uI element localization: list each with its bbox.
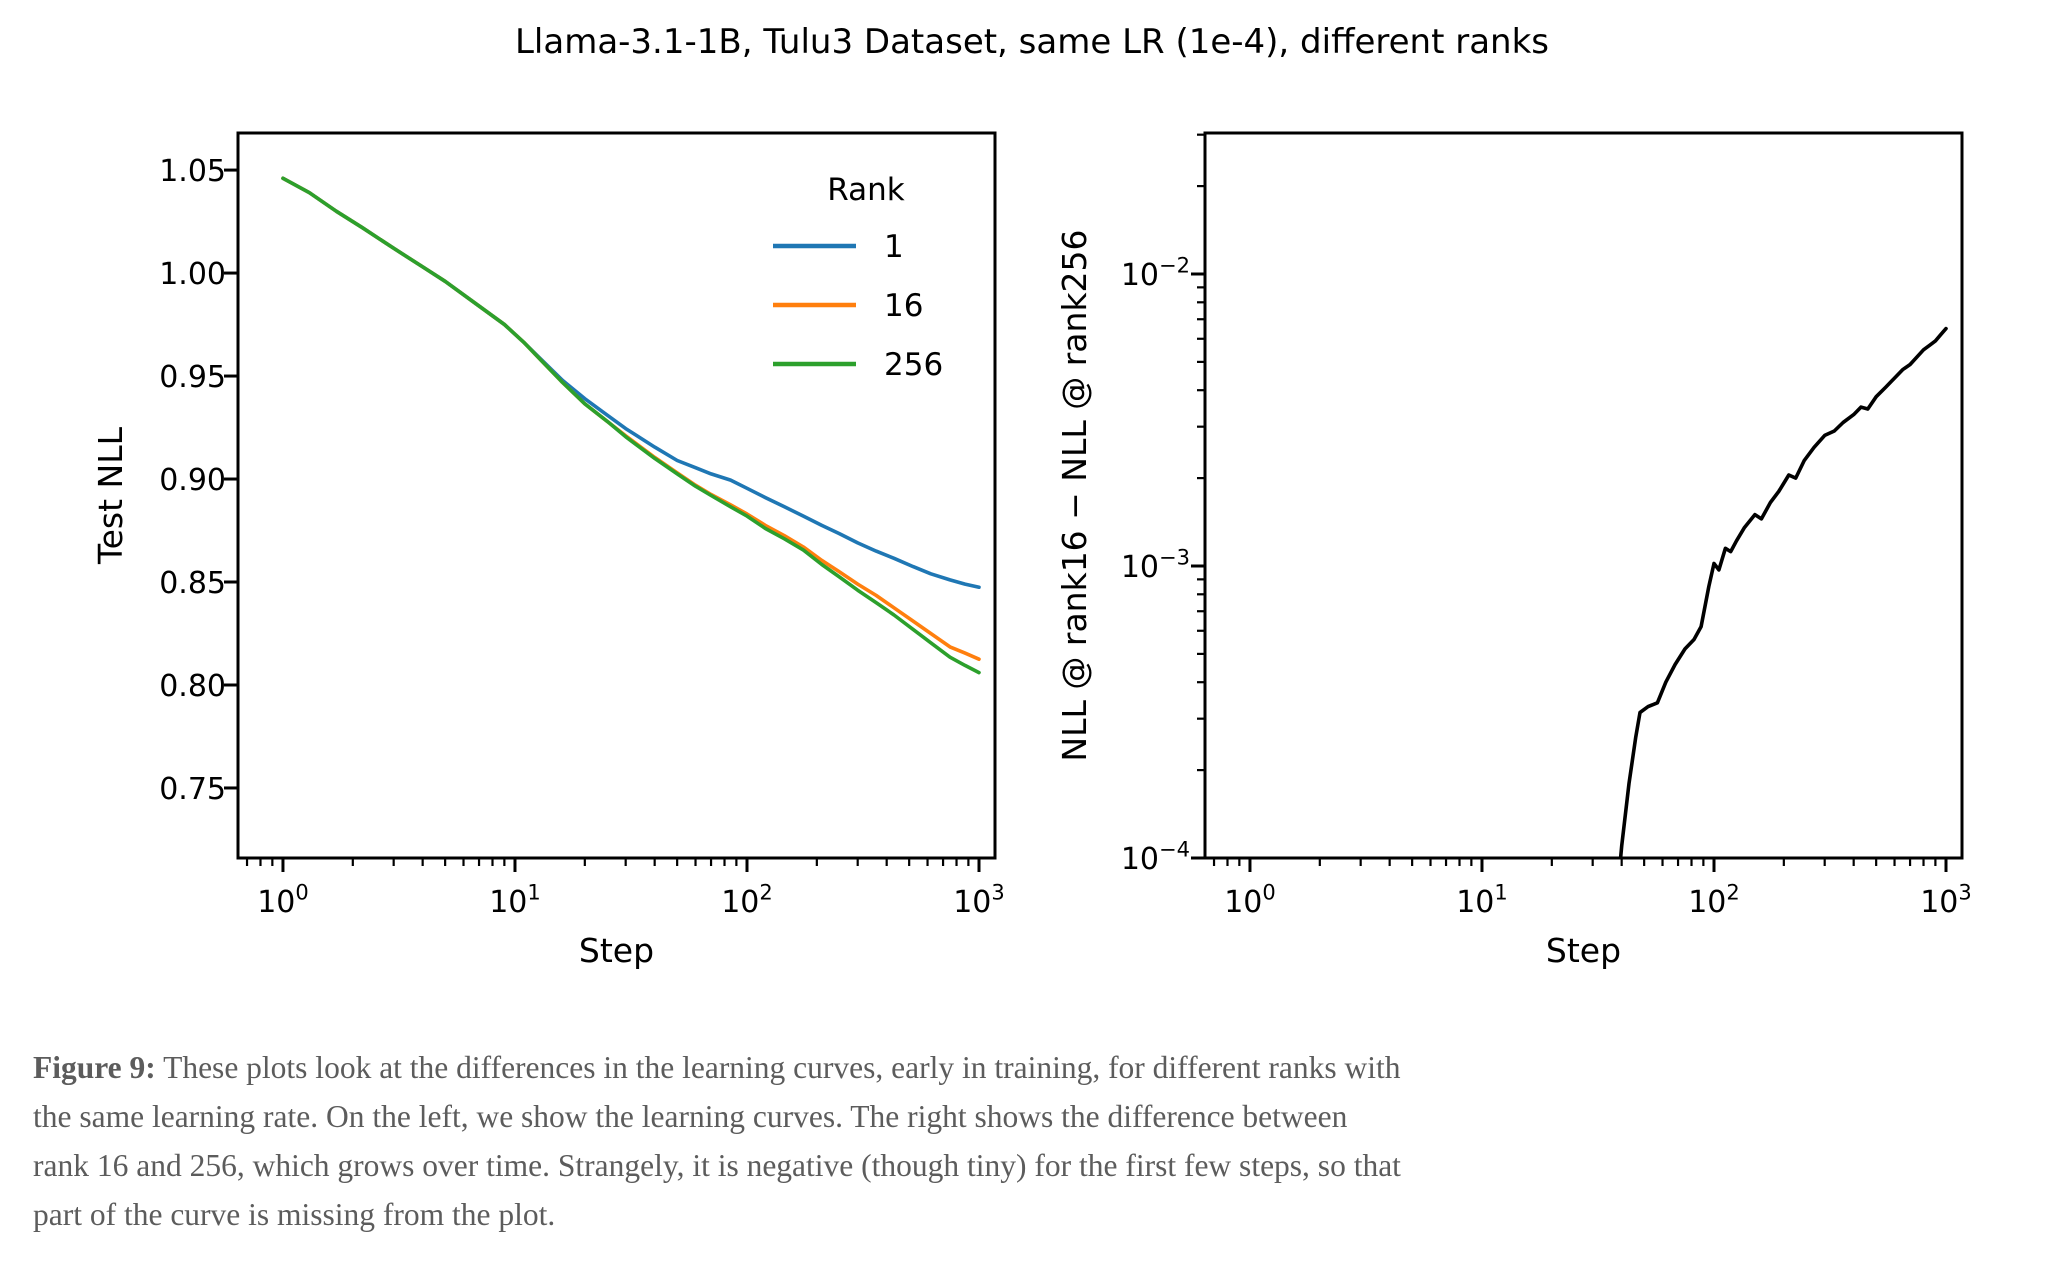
plots-canvas: 100 101 102 103 1.05 1.00 0.95 0.90 0.85 0.80 0.75… <box>91 131 1972 970</box>
x-tick-label: 101 <box>1456 880 1508 920</box>
axis-ticks <box>224 168 981 872</box>
x-tick-label: 101 <box>489 880 541 920</box>
y-tick-label: 1.00 <box>159 257 226 292</box>
x-axis-label: Step <box>579 931 654 970</box>
x-tick-label: 100 <box>1224 880 1276 920</box>
y-axis-label: Test NLL <box>91 426 130 565</box>
y-tick-label: 10−2 <box>1121 253 1190 293</box>
y-tick-label: 10−4 <box>1121 837 1190 877</box>
series-line-rank-1 <box>281 176 981 589</box>
x-tick-label: 103 <box>953 880 1005 920</box>
x-tick-label: 102 <box>1688 880 1740 920</box>
figure-caption: Figure 9: These plots look at the differ… <box>33 1043 1553 1239</box>
caption-line: part of the curve is missing from the pl… <box>33 1197 556 1232</box>
caption-line: rank 16 and 256, which grows over time. … <box>33 1148 1401 1183</box>
y-axis-label: NLL @ rank16 − NLL @ rank256 <box>1055 229 1094 761</box>
axes-frame <box>1203 131 1964 860</box>
series-line-rank-256 <box>281 176 981 675</box>
legend: Rank 1 16 256 <box>773 172 943 383</box>
figure-title: Llama-3.1-1B, Tulu3 Dataset, same LR (1e… <box>514 22 1550 62</box>
y-tick-label: 0.80 <box>159 669 226 704</box>
y-tick-label: 0.75 <box>159 772 226 807</box>
left-plot: 100 101 102 103 1.05 1.00 0.95 0.90 0.85 0.80 0.75… <box>91 131 1005 970</box>
series-line-rank-16 <box>281 176 981 661</box>
x-tick-label: 103 <box>1920 880 1972 920</box>
caption-label: Figure 9: <box>33 1050 156 1085</box>
series-line-rank-NLLdifferencerank16rank256 <box>1618 326 1948 858</box>
x-tick-label: 102 <box>721 880 773 920</box>
legend-title: Rank <box>827 172 905 208</box>
y-tick-label: 1.05 <box>159 154 226 189</box>
axis-ticks <box>1191 133 1948 872</box>
y-tick-label: 10−3 <box>1121 545 1190 585</box>
axes-frame <box>236 131 997 860</box>
right-plot: 100 101 102 103 10−2 10−3 10−4 Step NLL @ rank16… <box>1055 131 1972 970</box>
legend-entry-label: 1 <box>884 229 904 265</box>
y-tick-label: 0.85 <box>159 566 226 601</box>
legend-entry-label: 16 <box>884 288 923 324</box>
caption-line: the same learning rate. On the left, we … <box>33 1099 1348 1134</box>
x-axis-label: Step <box>1546 931 1621 970</box>
y-tick-label: 0.95 <box>159 360 226 395</box>
x-tick-label: 100 <box>257 880 309 920</box>
legend-entry-label: 256 <box>884 347 943 383</box>
caption-line: Figure 9: These plots look at the differ… <box>33 1050 1401 1085</box>
y-tick-label: 0.90 <box>159 463 226 498</box>
